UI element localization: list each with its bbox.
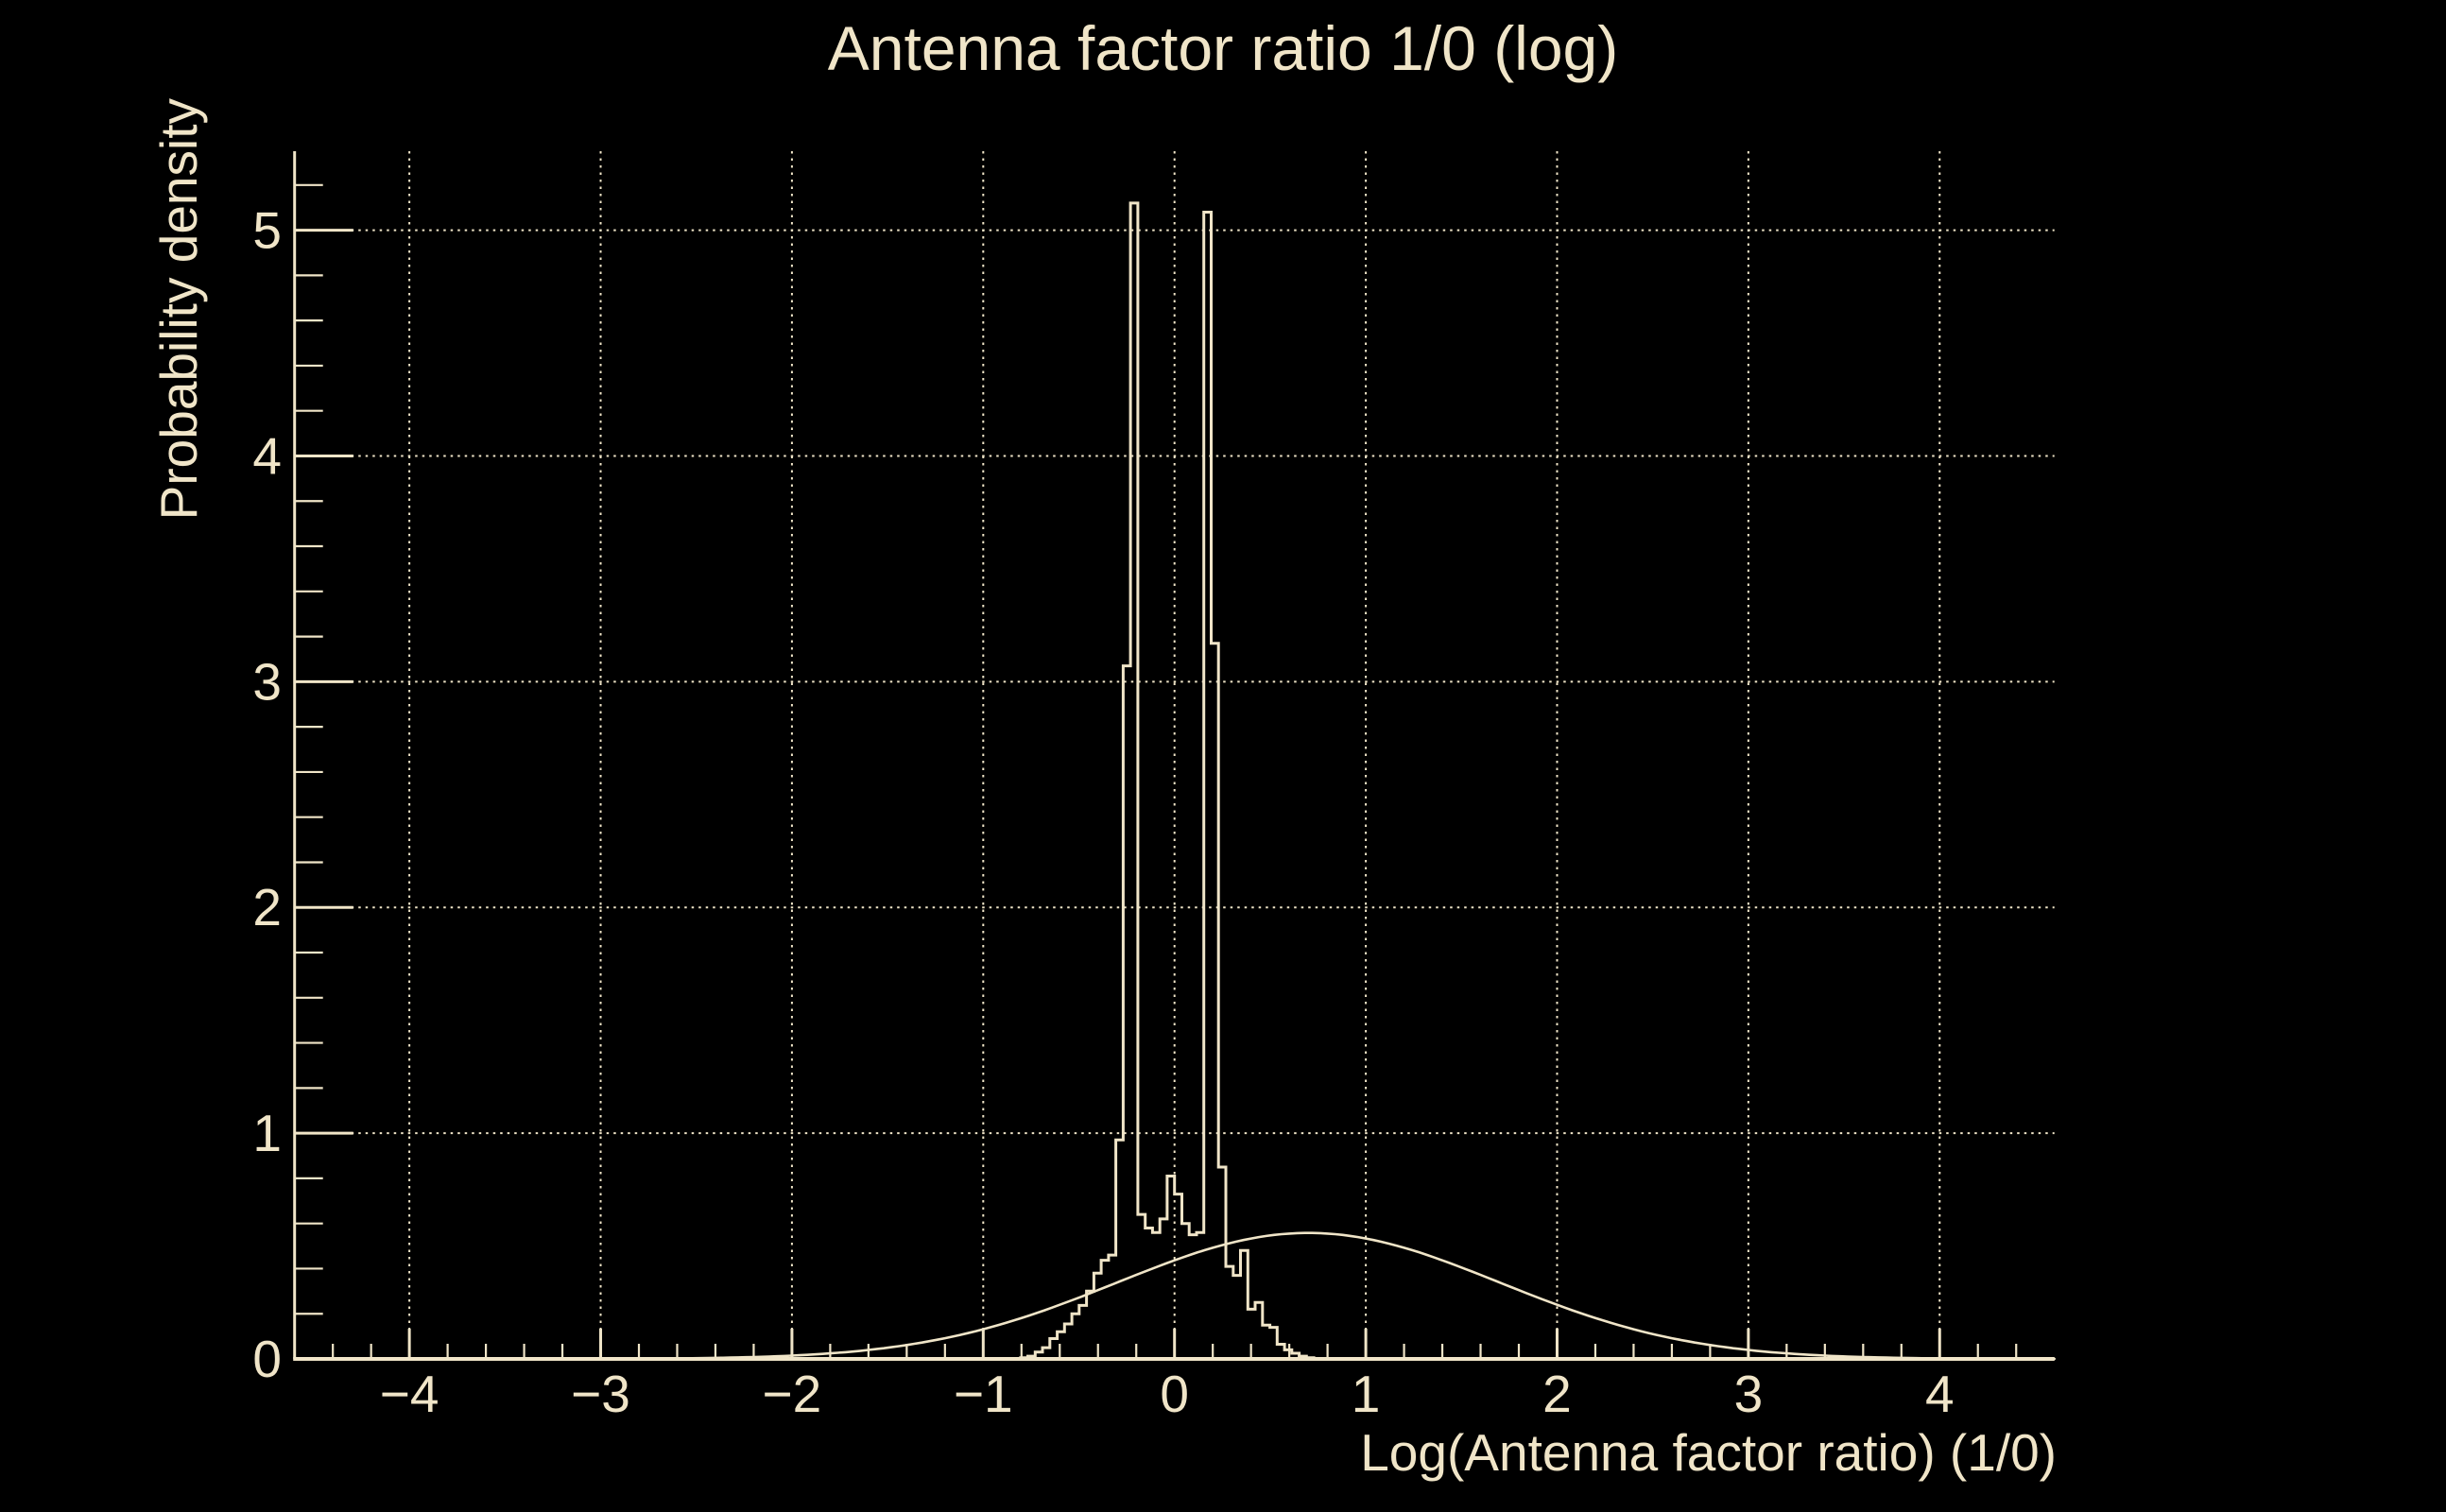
y-axis-title: Probability density	[149, 98, 208, 521]
x-tick-label: −4	[380, 1365, 439, 1423]
x-tick-label: 2	[1542, 1365, 1572, 1423]
y-tick-label: 4	[252, 426, 282, 485]
x-tick-label: −3	[571, 1365, 630, 1423]
x-tick-label: −1	[954, 1365, 1013, 1423]
y-tick-label: 0	[252, 1330, 282, 1388]
tick-labels: −4 −3 −2 −1 0 1 2 3 4 0 1 2 3 4 5	[252, 201, 1954, 1423]
gridlines	[294, 151, 2055, 1359]
histogram-series	[294, 201, 2055, 1361]
chart-title: Antenna factor ratio 1/0 (log)	[828, 13, 1618, 83]
y-tick-label: 1	[252, 1104, 282, 1162]
x-tick-label: 3	[1734, 1365, 1764, 1423]
axes	[293, 151, 2055, 1361]
y-tick-label: 5	[252, 201, 282, 260]
y-tick-label: 2	[252, 878, 282, 936]
x-tick-label: −2	[763, 1365, 822, 1423]
histogram-outline	[294, 201, 2055, 1361]
x-tick-label: 1	[1352, 1365, 1381, 1423]
x-axis-title: Log(Antenna factor ratio) (1/0)	[1360, 1423, 2057, 1482]
x-tick-label: 4	[1925, 1365, 1955, 1423]
x-tick-label: 0	[1160, 1365, 1189, 1423]
y-tick-label: 3	[252, 652, 282, 711]
